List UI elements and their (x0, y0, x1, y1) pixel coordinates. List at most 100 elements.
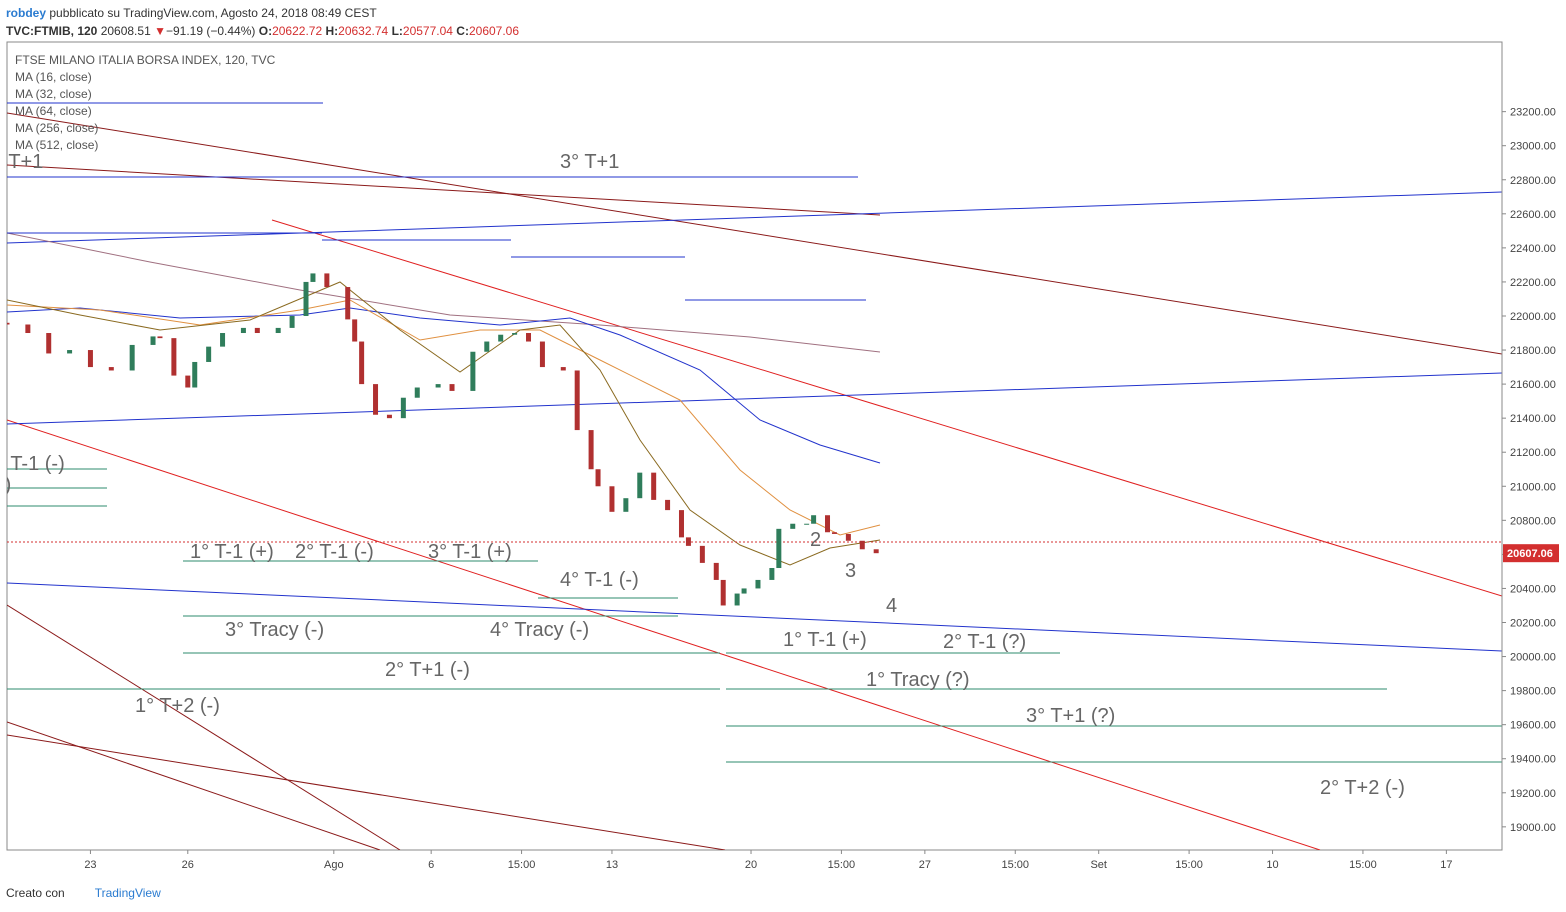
candle-body (206, 346, 212, 362)
annotation: 2 (810, 529, 821, 551)
brand[interactable]: TradingView (94, 886, 161, 900)
y-tick-label: 19200.00 (1510, 788, 1556, 800)
header: robdey pubblicato su TradingView.com, Ag… (6, 4, 519, 40)
candle-body (359, 341, 365, 385)
trend-line (7, 419, 1321, 850)
annotation: 2° T+2 (-) (1320, 777, 1405, 799)
legend-study: MA (512, close) (15, 138, 98, 152)
y-tick-label: 20000.00 (1510, 652, 1556, 664)
candle-body (804, 523, 810, 525)
trend-line (7, 721, 381, 850)
legend-title: FTSE MILANO ITALIA BORSA INDEX, 120, TVC (15, 53, 276, 67)
candle-body (310, 273, 316, 282)
candle-body (665, 499, 671, 511)
publisher[interactable]: robdey (6, 6, 47, 20)
x-tick-label: 15:00 (508, 859, 536, 871)
x-tick-label: Ago (324, 859, 344, 871)
y-tick-label: 22000.00 (1510, 311, 1556, 323)
annotation: 4° Tracy (-) (490, 619, 589, 641)
candle-body (755, 579, 761, 589)
annotation: 4 (886, 595, 897, 617)
candle-body (289, 315, 295, 328)
candle-body (588, 430, 594, 470)
y-tick-label: 22800.00 (1510, 175, 1556, 187)
y-tick-label: 20400.00 (1510, 583, 1556, 595)
candle-body (560, 367, 566, 371)
x-tick-label: 6 (428, 859, 434, 871)
ma-32 (7, 299, 881, 536)
trend-line (7, 112, 1502, 355)
candle-body (651, 472, 657, 500)
candle-body (373, 384, 379, 415)
legend-study: MA (256, close) (15, 121, 98, 135)
price-tag (1503, 544, 1559, 563)
candle-body (435, 384, 441, 388)
candle-body (873, 549, 879, 554)
trend-line (7, 604, 401, 850)
candle-body (637, 472, 643, 499)
annotation: 3° Tracy (-) (225, 619, 324, 641)
candle-body (678, 510, 684, 538)
candle-body (831, 532, 837, 534)
candle-body (108, 367, 114, 371)
annotation: -) (0, 474, 11, 496)
change: −91.19 (−0.44%) (165, 24, 256, 38)
c: 20607.06 (468, 24, 520, 38)
symbol: TVC:FTMIB, 120 (6, 24, 98, 38)
trend-line (7, 372, 1502, 425)
candle-body (352, 319, 358, 342)
annotation: 2° T+1 (0, 151, 43, 173)
x-tick-label: 15:00 (1175, 859, 1203, 871)
candle-body (150, 336, 156, 345)
l-label: L: (391, 24, 403, 38)
candle-body (734, 593, 740, 606)
legend-study: MA (16, close) (15, 70, 92, 84)
annotation: 3° T+1 (560, 151, 619, 173)
annotation: 3° T-1 (+) (428, 541, 512, 563)
trend-line (7, 734, 726, 850)
published: pubblicato su TradingView.com, Agosto 24… (49, 6, 377, 20)
made-with: Creato con (6, 886, 65, 900)
y-tick-label: 22600.00 (1510, 209, 1556, 221)
annotation: 1° T+2 (-) (135, 695, 220, 717)
x-tick-label: 13 (606, 859, 618, 871)
y-tick-label: 21600.00 (1510, 379, 1556, 391)
candle-body (171, 338, 177, 376)
candle-body (484, 341, 490, 352)
y-tick-label: 22200.00 (1510, 277, 1556, 289)
c-label: C: (456, 24, 469, 38)
arrow: ▼ (154, 24, 166, 38)
candle-body (185, 375, 191, 388)
l: 20577.04 (402, 24, 453, 38)
candle-body (512, 333, 518, 335)
candle-body (240, 327, 246, 334)
candle-body (192, 361, 198, 388)
x-tick-label: 15:00 (1001, 859, 1029, 871)
candle-body (526, 333, 532, 342)
candle-body (386, 414, 392, 419)
candle-body (157, 336, 163, 339)
annotation: 3 (845, 560, 856, 582)
candle-body (811, 515, 817, 524)
x-tick-label: 26 (182, 859, 194, 871)
annotation: 1° T-1 (+) (783, 629, 867, 651)
drawings (7, 102, 1502, 850)
footer: Creato con TradingView (6, 886, 161, 900)
y-tick-label: 21800.00 (1510, 345, 1556, 357)
trend-line (7, 191, 1502, 244)
trend-line (271, 219, 1502, 597)
annotation: 1° T-1 (+) (190, 541, 274, 563)
y-tick-label: 23000.00 (1510, 141, 1556, 153)
price-tag-label: 20607.06 (1507, 548, 1553, 560)
x-tick-label: 10 (1266, 859, 1278, 871)
annotation: 2° T+1 (-) (385, 659, 470, 681)
green-arrows (7, 468, 1502, 763)
x-tick-label: 27 (919, 859, 931, 871)
candle-body (713, 562, 719, 580)
ma-64 (7, 307, 881, 464)
y-tick-label: 21200.00 (1510, 447, 1556, 459)
trend-line (7, 582, 1502, 652)
candle-body (254, 327, 260, 334)
chart: 2° T+1 3° T+1 1° T-1 (-)-) 1° T-1 (+) 2° T-1… (0, 41, 1559, 871)
